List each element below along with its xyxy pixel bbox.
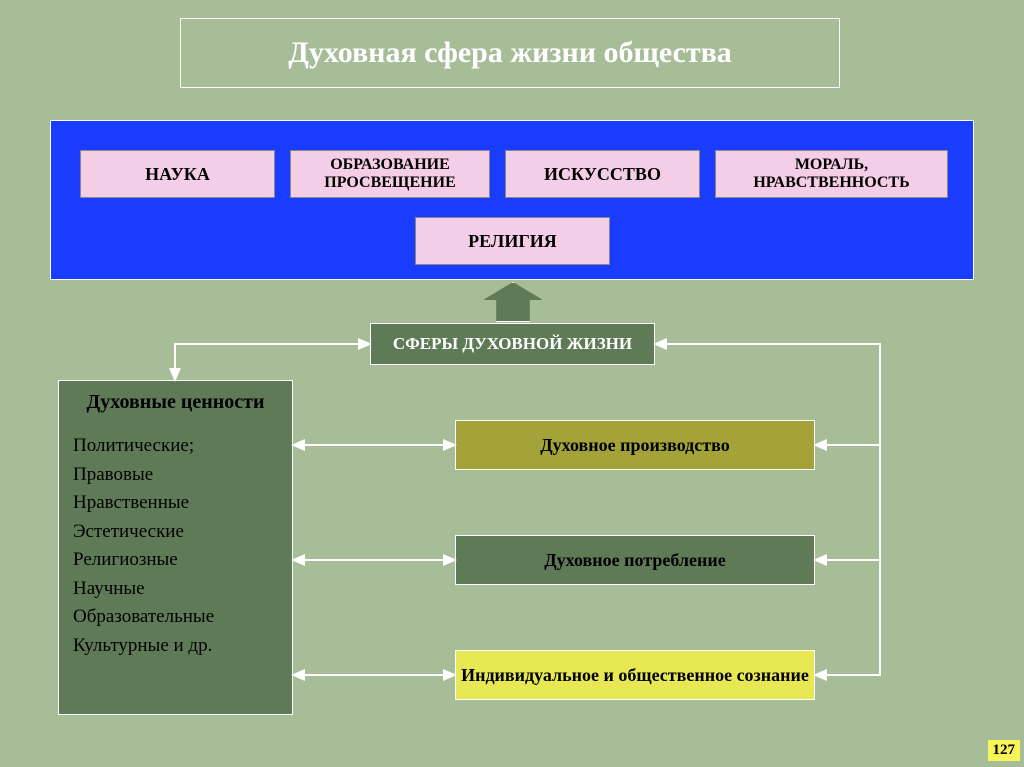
- category-art: ИСКУССТВО: [505, 150, 700, 198]
- list-item: Научные: [73, 575, 278, 604]
- category-education: ОБРАЗОВАНИЕ ПРОСВЕЩЕНИЕ: [290, 150, 490, 198]
- block-consumption: Духовное потребление: [455, 535, 815, 585]
- page-title: Духовная сфера жизни общества: [180, 18, 840, 88]
- list-item: Политические;: [73, 432, 278, 461]
- block-production: Духовное производство: [455, 420, 815, 470]
- category-moral: МОРАЛЬ, НРАВСТВЕННОСТЬ: [715, 150, 948, 198]
- list-item: Нравственные: [73, 489, 278, 518]
- spheres-label: СФЕРЫ ДУХОВНОЙ ЖИЗНИ: [370, 323, 655, 365]
- values-list: Политические; Правовые Нравственные Эсте…: [73, 432, 278, 660]
- values-panel: Духовные ценности Политические; Правовые…: [58, 380, 293, 715]
- values-title: Духовные ценности: [73, 391, 278, 414]
- list-item: Правовые: [73, 461, 278, 490]
- category-science: НАУКА: [80, 150, 275, 198]
- list-item: Религиозные: [73, 546, 278, 575]
- category-religion: РЕЛИГИЯ: [415, 217, 610, 265]
- up-arrow-icon: [483, 282, 543, 322]
- list-item: Образовательные: [73, 603, 278, 632]
- page-number: 127: [988, 740, 1021, 761]
- block-consciousness: Индивидуальное и общественное сознание: [455, 650, 815, 700]
- list-item: Эстетические: [73, 518, 278, 547]
- list-item: Культурные и др.: [73, 632, 278, 661]
